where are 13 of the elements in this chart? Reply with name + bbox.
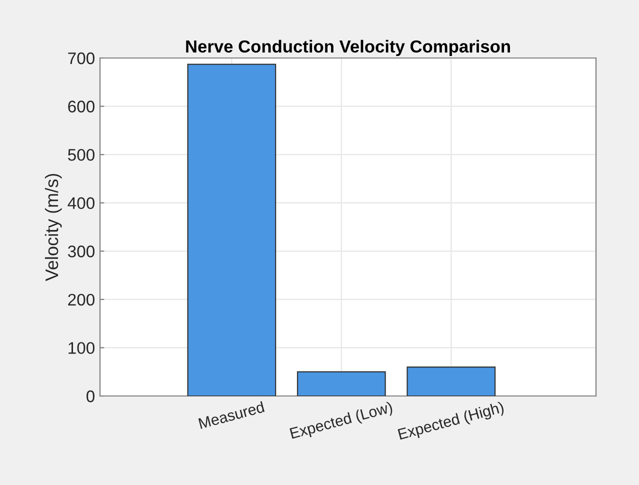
y-tick-label: 500 (68, 148, 94, 161)
bar (187, 64, 276, 396)
bar (406, 366, 496, 396)
y-tick-label: 300 (68, 246, 94, 258)
y-tick-label: 600 (68, 100, 94, 112)
bar (296, 371, 386, 396)
y-tick-label: 400 (68, 197, 94, 210)
y-tick-label: 0 (86, 390, 94, 402)
chart-title: Nerve Conduction Velocity Comparison (186, 40, 510, 56)
y-tick-label: 700 (68, 52, 94, 64)
y-tick-label: 100 (68, 342, 94, 354)
y-axis-title: Velocity (m/s) (44, 174, 62, 282)
y-tick-label: 200 (68, 294, 94, 306)
